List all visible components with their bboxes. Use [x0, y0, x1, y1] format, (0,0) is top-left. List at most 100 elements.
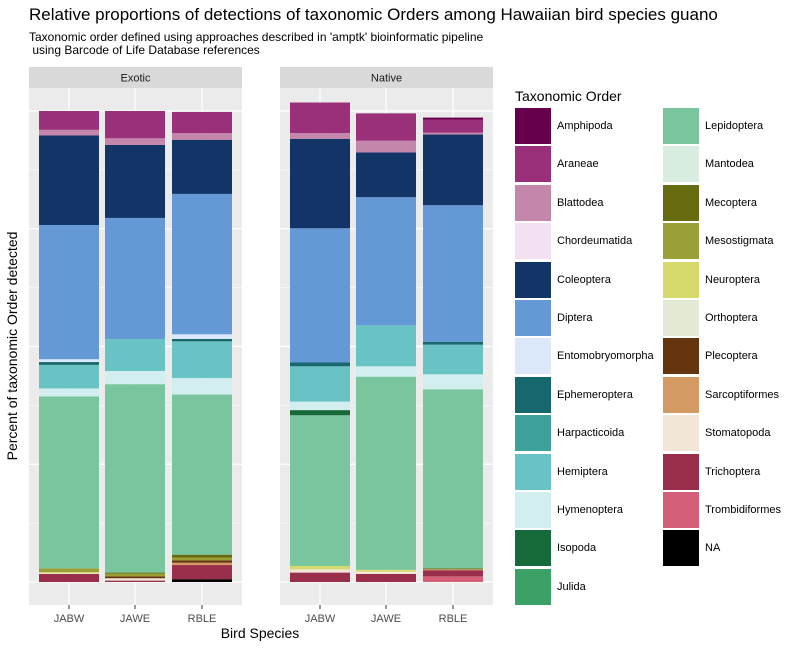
bar-segment-trichoptera [423, 570, 483, 577]
facet-strip-native [280, 67, 493, 88]
legend-label: Lepidoptera [705, 120, 764, 132]
legend-swatch [515, 568, 551, 605]
bar-segment-blattodea [39, 129, 99, 136]
x-tick-label: JABW [54, 613, 85, 625]
bar-segment-lepidoptera [356, 376, 416, 570]
legend-swatch [663, 223, 699, 260]
legend-label: Entomobryomorpha [557, 350, 654, 363]
bar-segment-hemiptera [172, 341, 232, 379]
legend-swatch [663, 108, 699, 144]
legend-label: Mesostigmata [705, 235, 774, 248]
bar-segment-blattodea [356, 140, 416, 153]
x-tick-label: RBLE [439, 613, 468, 625]
legend-label: Harpacticoida [557, 427, 625, 440]
legend-label: Mantodea [705, 158, 754, 171]
bar-segment-diptera [290, 228, 350, 363]
legend-label: Hemiptera [557, 465, 608, 478]
bar-segment-araneae [172, 111, 232, 134]
bar-segment-plecoptera [172, 560, 232, 563]
legend-swatch [515, 146, 551, 183]
legend-label: Neuroptera [705, 273, 761, 286]
legend-label: Diptera [557, 312, 593, 324]
legend-label: Trichoptera [705, 465, 761, 478]
legend-swatch [515, 261, 551, 298]
legend-swatch [663, 492, 699, 528]
legend-item-blattodea: Blattodea [515, 184, 603, 222]
legend-item-hemiptera: Hemiptera [515, 453, 608, 491]
legend-label: Stomatopoda [705, 427, 771, 440]
legend-label: Mecoptera [705, 196, 757, 209]
legend-swatch [515, 376, 551, 413]
x-tick-label: JAWE [371, 613, 401, 625]
bar-segment-coleoptera [105, 144, 165, 218]
legend-swatch [663, 261, 699, 298]
bar-segment-blattodea [105, 138, 165, 145]
legend-label: Hymenoptera [557, 504, 624, 516]
bar-segment-ephemeroptera [39, 362, 99, 365]
legend-swatch [515, 338, 551, 375]
bar-segment-coleoptera [172, 139, 232, 194]
bar-segment-hemiptera [39, 364, 99, 389]
legend-item-mecoptera: Mecoptera [663, 184, 757, 222]
bar-segment-hemiptera [290, 366, 350, 402]
legend-item-lepidoptera: Lepidoptera [663, 107, 763, 145]
bar-segment-araneae [105, 111, 165, 139]
bar-segment-stomatopoda [356, 571, 416, 574]
bar-segment-trichoptera [39, 573, 99, 582]
bar-segment-sarcoptiformes [172, 562, 232, 566]
legend-label: Chordeumatida [557, 235, 633, 248]
bar-segment-na [172, 579, 232, 582]
legend-item-ephemeroptera: Ephemeroptera [515, 376, 633, 414]
legend-item-sarcoptiformes: Sarcoptiformes [663, 376, 779, 414]
bar-segment-diptera [105, 217, 165, 339]
bar-segment-diptera [172, 193, 232, 335]
bar-segment-hymenoptera [423, 374, 483, 390]
bar-segment-trichoptera [356, 573, 416, 582]
legend-label: Trombidiformes [705, 504, 781, 516]
legend-item-mesostigmata: Mesostigmata [663, 222, 773, 260]
bar-segment-coleoptera [356, 152, 416, 198]
legend-swatch [663, 376, 699, 413]
x-axis-title: Bird Species [221, 625, 300, 641]
bar-segment-diptera [39, 224, 99, 360]
y-axis-title: Percent of taxonomic Order detected [4, 232, 20, 461]
legend-item-neuroptera: Neuroptera [663, 261, 760, 299]
legend-swatch [515, 108, 551, 144]
bar-segment-neuroptera [39, 572, 99, 574]
legend-swatch [663, 530, 699, 567]
bar-segment-hemiptera [423, 344, 483, 375]
bar-segment-amphipoda [423, 117, 483, 120]
legend-item-mantodea: Mantodea [663, 145, 754, 183]
bar-segment-lepidoptera [290, 415, 350, 566]
legend-item-trombidiformes: Trombidiformes [663, 491, 781, 529]
legend-label: NA [705, 542, 721, 555]
legend-swatch [663, 453, 699, 490]
legend-item-chordeumatida: Chordeumatida [515, 222, 632, 260]
legend-item-entomobryomorpha: Entomobryomorpha [515, 337, 654, 375]
bar-segment-lepidoptera [172, 394, 232, 555]
bar-segment-blattodea [172, 133, 232, 140]
legend-label: Ephemeroptera [557, 388, 633, 401]
bar-segment-hemiptera [356, 325, 416, 367]
bar-segment-coleoptera [290, 138, 350, 229]
bar-segment-lepidoptera [423, 389, 483, 569]
bar-segment-lepidoptera [105, 384, 165, 573]
x-tick-label: JAWE [120, 613, 150, 625]
bar-segment-mecoptera [172, 554, 232, 558]
bar-segment-mecoptera [423, 568, 483, 570]
bar-segment-hymenoptera [39, 388, 99, 397]
bar-segment-mesostigmata [39, 568, 99, 573]
legend-item-coleoptera: Coleoptera [515, 261, 611, 299]
bar-segment-neuroptera [356, 569, 416, 572]
legend-item-amphipoda: Amphipoda [515, 107, 613, 145]
bar-segment-ephemeroptera [423, 341, 483, 345]
bar-segment-entomobryomorpha [172, 334, 232, 339]
bar-segment-diptera [423, 205, 483, 342]
bar-segment-araneae [290, 102, 350, 134]
facet-strip-exotic [29, 67, 242, 88]
legend-swatch [515, 492, 551, 528]
legend-swatch [663, 146, 699, 183]
bar-segment-trichoptera [290, 572, 350, 582]
legend-swatch [515, 530, 551, 567]
bar-segment-stomatopoda [39, 573, 99, 574]
